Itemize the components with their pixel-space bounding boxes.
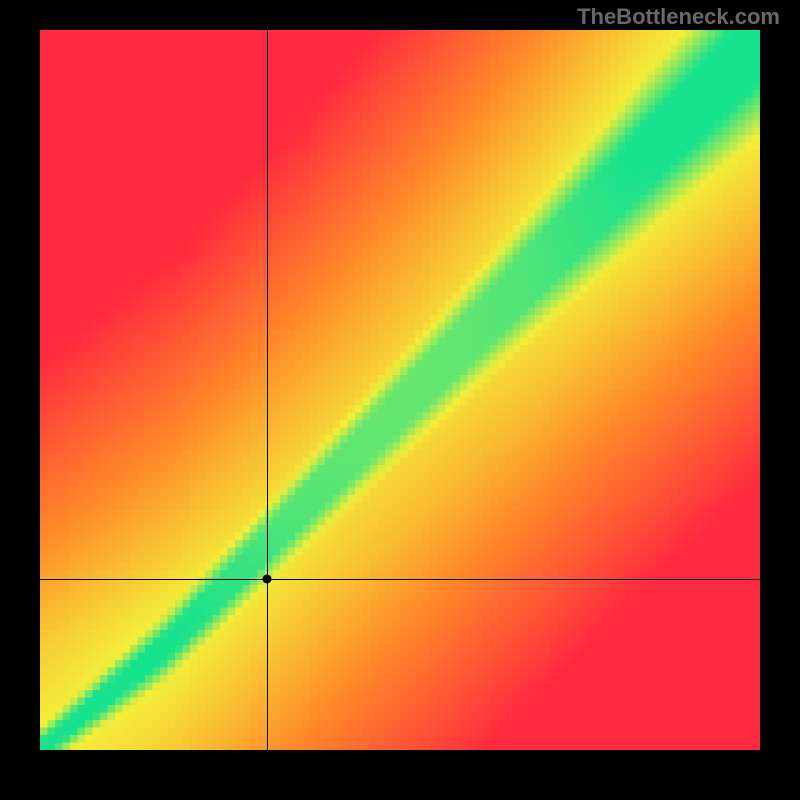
crosshair-vertical	[267, 30, 268, 750]
crosshair-horizontal	[40, 579, 760, 580]
plot-area	[40, 30, 760, 750]
watermark-text: TheBottleneck.com	[577, 4, 780, 30]
crosshair-marker	[262, 574, 271, 583]
bottleneck-heatmap	[40, 30, 760, 750]
